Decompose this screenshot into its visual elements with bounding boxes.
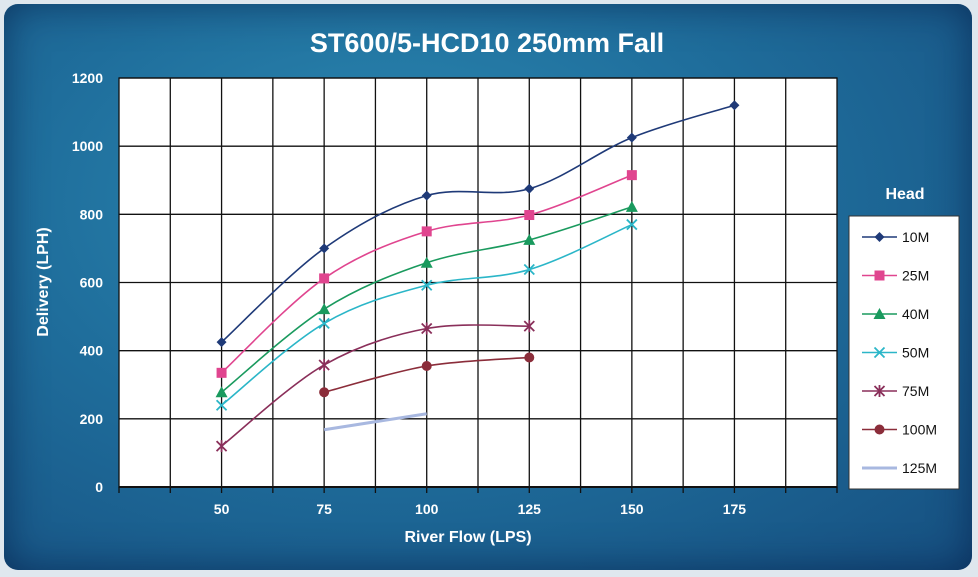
data-point (216, 337, 227, 348)
series-10M (216, 100, 740, 348)
data-point (626, 132, 637, 143)
chart-title: ST600/5-HCD10 250mm Fall (310, 28, 664, 58)
legend-label: 75M (902, 383, 929, 399)
data-point (626, 218, 638, 231)
data-point (420, 256, 433, 268)
data-point (523, 233, 536, 245)
data-point (874, 270, 885, 281)
y-tick-label: 600 (80, 275, 104, 291)
x-tick-label: 50 (214, 501, 230, 517)
data-point (729, 100, 740, 111)
data-point (874, 424, 885, 435)
data-point (626, 170, 637, 181)
legend-label: 25M (902, 268, 929, 284)
legend-item: 25M (862, 268, 929, 284)
data-point (873, 385, 886, 397)
data-point (421, 361, 432, 372)
data-point (625, 200, 638, 212)
y-tick-label: 1000 (72, 138, 103, 154)
data-point (524, 210, 535, 221)
y-tick-label: 800 (80, 206, 104, 222)
series-line (323, 412, 427, 432)
legend-label: 40M (902, 306, 929, 322)
legend-item: 100M (862, 422, 937, 438)
legend-item: 125M (862, 460, 937, 476)
y-tick-label: 1200 (72, 70, 103, 86)
data-point (421, 279, 433, 291)
legend-label: 10M (902, 229, 929, 245)
data-point (523, 263, 535, 276)
data-point (524, 352, 535, 363)
data-point (421, 190, 432, 201)
legend-label: 100M (902, 422, 937, 438)
legend-item: 10M (862, 229, 929, 245)
data-point (319, 273, 330, 284)
legend-item: 40M (862, 306, 929, 322)
data-point (318, 303, 331, 315)
x-tick-label: 75 (316, 501, 332, 517)
data-point (873, 346, 886, 359)
data-point (523, 320, 535, 333)
legend-label: 125M (902, 460, 937, 476)
series-40M (215, 200, 638, 398)
series-75M (215, 320, 535, 453)
data-point (318, 358, 330, 371)
series-25M (216, 170, 637, 378)
y-tick-label: 200 (80, 411, 104, 427)
legend-item: 50M (862, 345, 929, 361)
data-point (215, 399, 228, 411)
series-line (221, 104, 735, 343)
data-point (421, 226, 432, 237)
data-point (421, 322, 433, 335)
data-point (319, 243, 330, 254)
data-point (874, 232, 885, 242)
x-axis-label: River Flow (LPS) (404, 529, 531, 546)
data-point (215, 440, 228, 453)
x-tick-labels: 50 75 100 125 150 175 (214, 501, 747, 517)
legend-title: Head (885, 186, 924, 203)
x-tick-label: 175 (723, 501, 747, 517)
y-axis-label: Delivery (LPH) (35, 227, 52, 336)
y-tick-labels: 0 200 400 600 800 1000 1200 (72, 70, 103, 495)
series-layer (215, 100, 740, 453)
y-tick-label: 400 (80, 343, 104, 359)
x-tick-label: 125 (518, 501, 542, 517)
series-100M (319, 352, 535, 398)
grid (118, 77, 838, 493)
data-point (524, 183, 535, 194)
y-tick-label: 0 (95, 479, 103, 495)
x-tick-label: 100 (415, 501, 439, 517)
data-point (215, 386, 228, 398)
series-line (221, 324, 530, 447)
data-point (216, 367, 227, 378)
data-point (318, 317, 330, 330)
legend: 10M 25M 40M 50M 75M 100M 125M (862, 229, 937, 476)
data-point (319, 387, 330, 398)
series-125M (323, 412, 427, 432)
x-tick-label: 150 (620, 501, 644, 517)
series-50M (215, 218, 638, 411)
legend-item: 75M (862, 383, 929, 399)
legend-label: 50M (902, 345, 929, 361)
data-point (873, 308, 886, 319)
